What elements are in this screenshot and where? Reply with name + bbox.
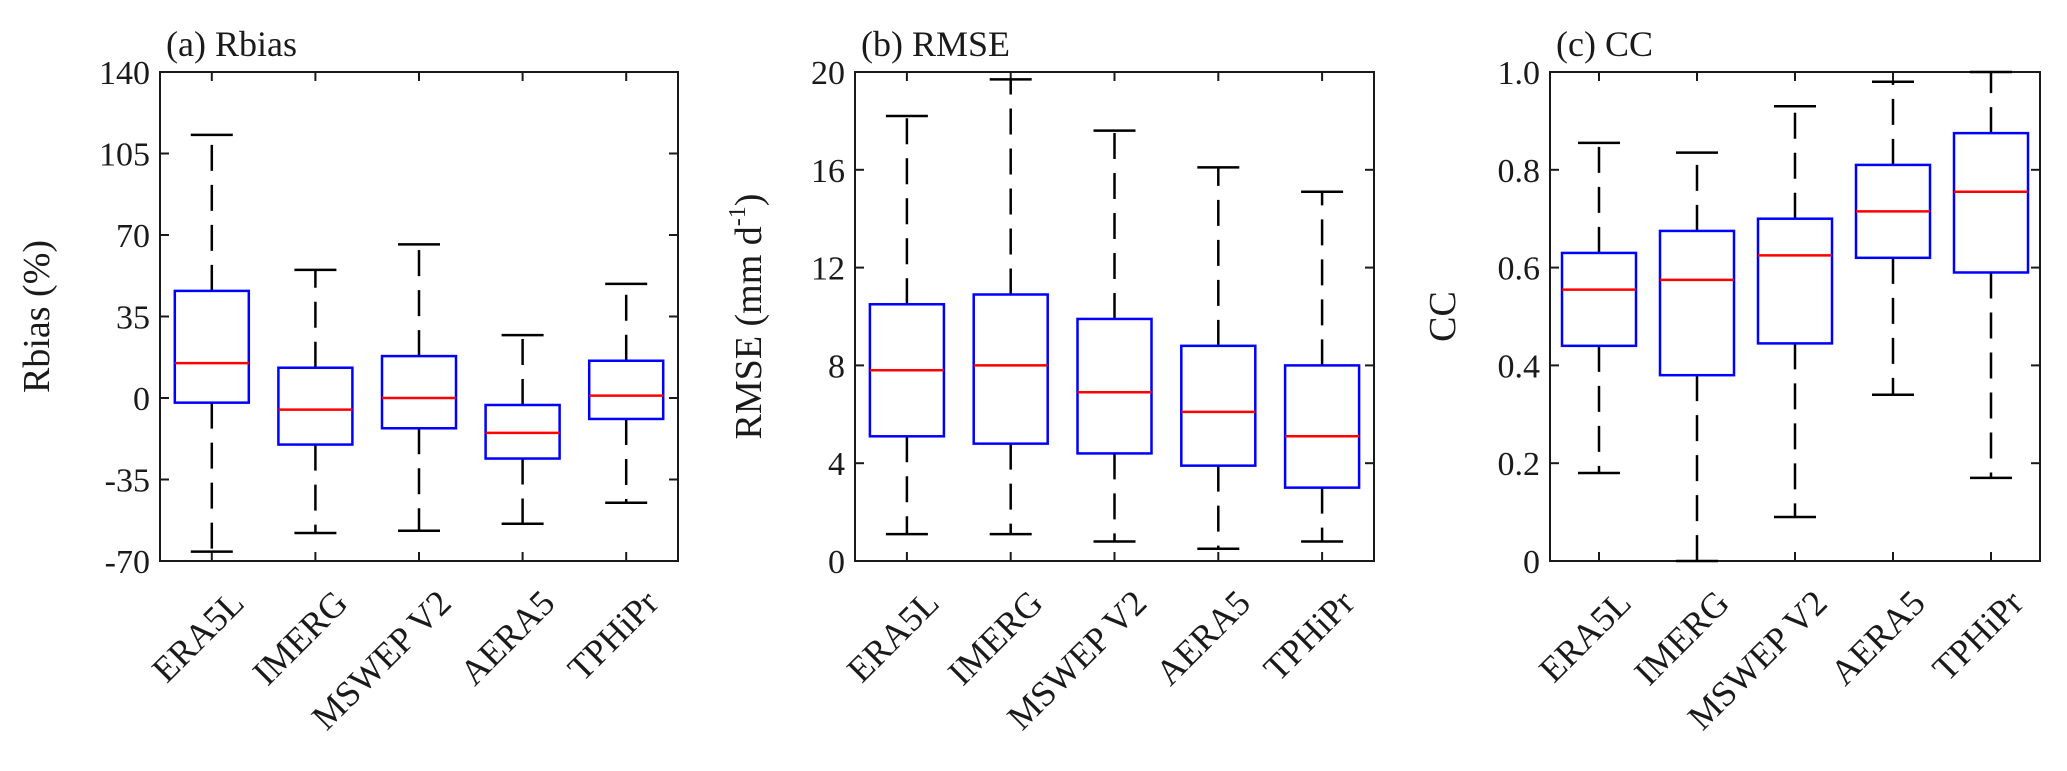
box-mswep-v2 [380, 243, 458, 532]
iqr-box [1283, 364, 1361, 489]
box-era5l [868, 114, 946, 536]
panel-title: (a) Rbias [166, 24, 297, 64]
box-aera5 [484, 333, 561, 525]
y-tick-label: 8 [828, 348, 845, 385]
box-imerg [1658, 151, 1736, 563]
panel-title: (c) CC [1556, 24, 1653, 64]
y-axis-label: Rbias (%) [16, 240, 58, 393]
y-axis-label-text: RMSE (mm d [728, 226, 770, 439]
box-imerg [972, 78, 1049, 536]
iqr-box [972, 293, 1049, 445]
box-era5l [1560, 141, 1638, 475]
box-mswep-v2 [1076, 129, 1153, 543]
box-tphipr [587, 282, 665, 505]
y-tick-label: -35 [105, 463, 150, 500]
y-tick-label: 0.4 [1498, 348, 1541, 385]
iqr-box [1560, 251, 1638, 348]
y-tick-label: 35 [116, 300, 150, 337]
box-era5l [173, 133, 251, 553]
iqr-box [587, 359, 665, 421]
y-tick-label: 4 [828, 446, 845, 483]
category-label: AERA5 [1822, 582, 1932, 692]
y-tick-label: 0.8 [1498, 153, 1541, 190]
iqr-box [1076, 317, 1153, 455]
y-axis-label-superscript: -1 [725, 206, 751, 226]
iqr-box [1952, 131, 2030, 274]
box-aera5 [1180, 166, 1257, 551]
box-tphipr [1952, 70, 2030, 480]
category-label: ERA5L [1531, 582, 1638, 689]
y-tick-label: 1.0 [1498, 55, 1541, 92]
category-label: TPHiPr [1256, 582, 1362, 688]
y-tick-label: -70 [105, 544, 150, 581]
y-tick-label: 0.6 [1498, 251, 1541, 288]
y-axis-label-tail: ) [728, 194, 770, 207]
y-axis-label: CC [1422, 291, 1464, 342]
category-label: ERA5L [144, 582, 251, 689]
iqr-box [277, 366, 354, 446]
y-axis-label: RMSE (mm d-1) [725, 194, 770, 440]
category-label: TPHiPr [560, 582, 666, 688]
category-label: TPHiPr [1925, 582, 2031, 688]
y-tick-label: 0 [133, 381, 150, 418]
panel-title: (b) RMSE [861, 24, 1010, 64]
box-mswep-v2 [1756, 104, 1834, 519]
y-tick-label: 140 [99, 55, 150, 92]
box-tphipr [1283, 190, 1361, 543]
y-tick-label: 12 [811, 251, 845, 288]
iqr-box [380, 354, 458, 430]
iqr-box [173, 289, 251, 404]
y-tick-label: 70 [116, 218, 150, 255]
category-label: ERA5L [839, 582, 946, 689]
y-tick-label: 105 [99, 137, 150, 174]
y-tick-label: 0 [828, 544, 845, 581]
category-label: AERA5 [452, 582, 562, 692]
box-aera5 [1854, 80, 1932, 396]
y-tick-label: 20 [811, 55, 845, 92]
iqr-box [1658, 229, 1736, 377]
y-tick-label: 0.2 [1498, 446, 1541, 483]
y-axis-label-text: Rbias (%) [16, 240, 58, 393]
iqr-box [1180, 344, 1257, 467]
category-label: AERA5 [1148, 582, 1258, 692]
y-axis-label-text: CC [1422, 291, 1464, 342]
box-imerg [277, 268, 354, 535]
y-tick-label: 0 [1523, 544, 1540, 581]
iqr-box [1756, 217, 1834, 345]
y-tick-label: 16 [811, 153, 845, 190]
